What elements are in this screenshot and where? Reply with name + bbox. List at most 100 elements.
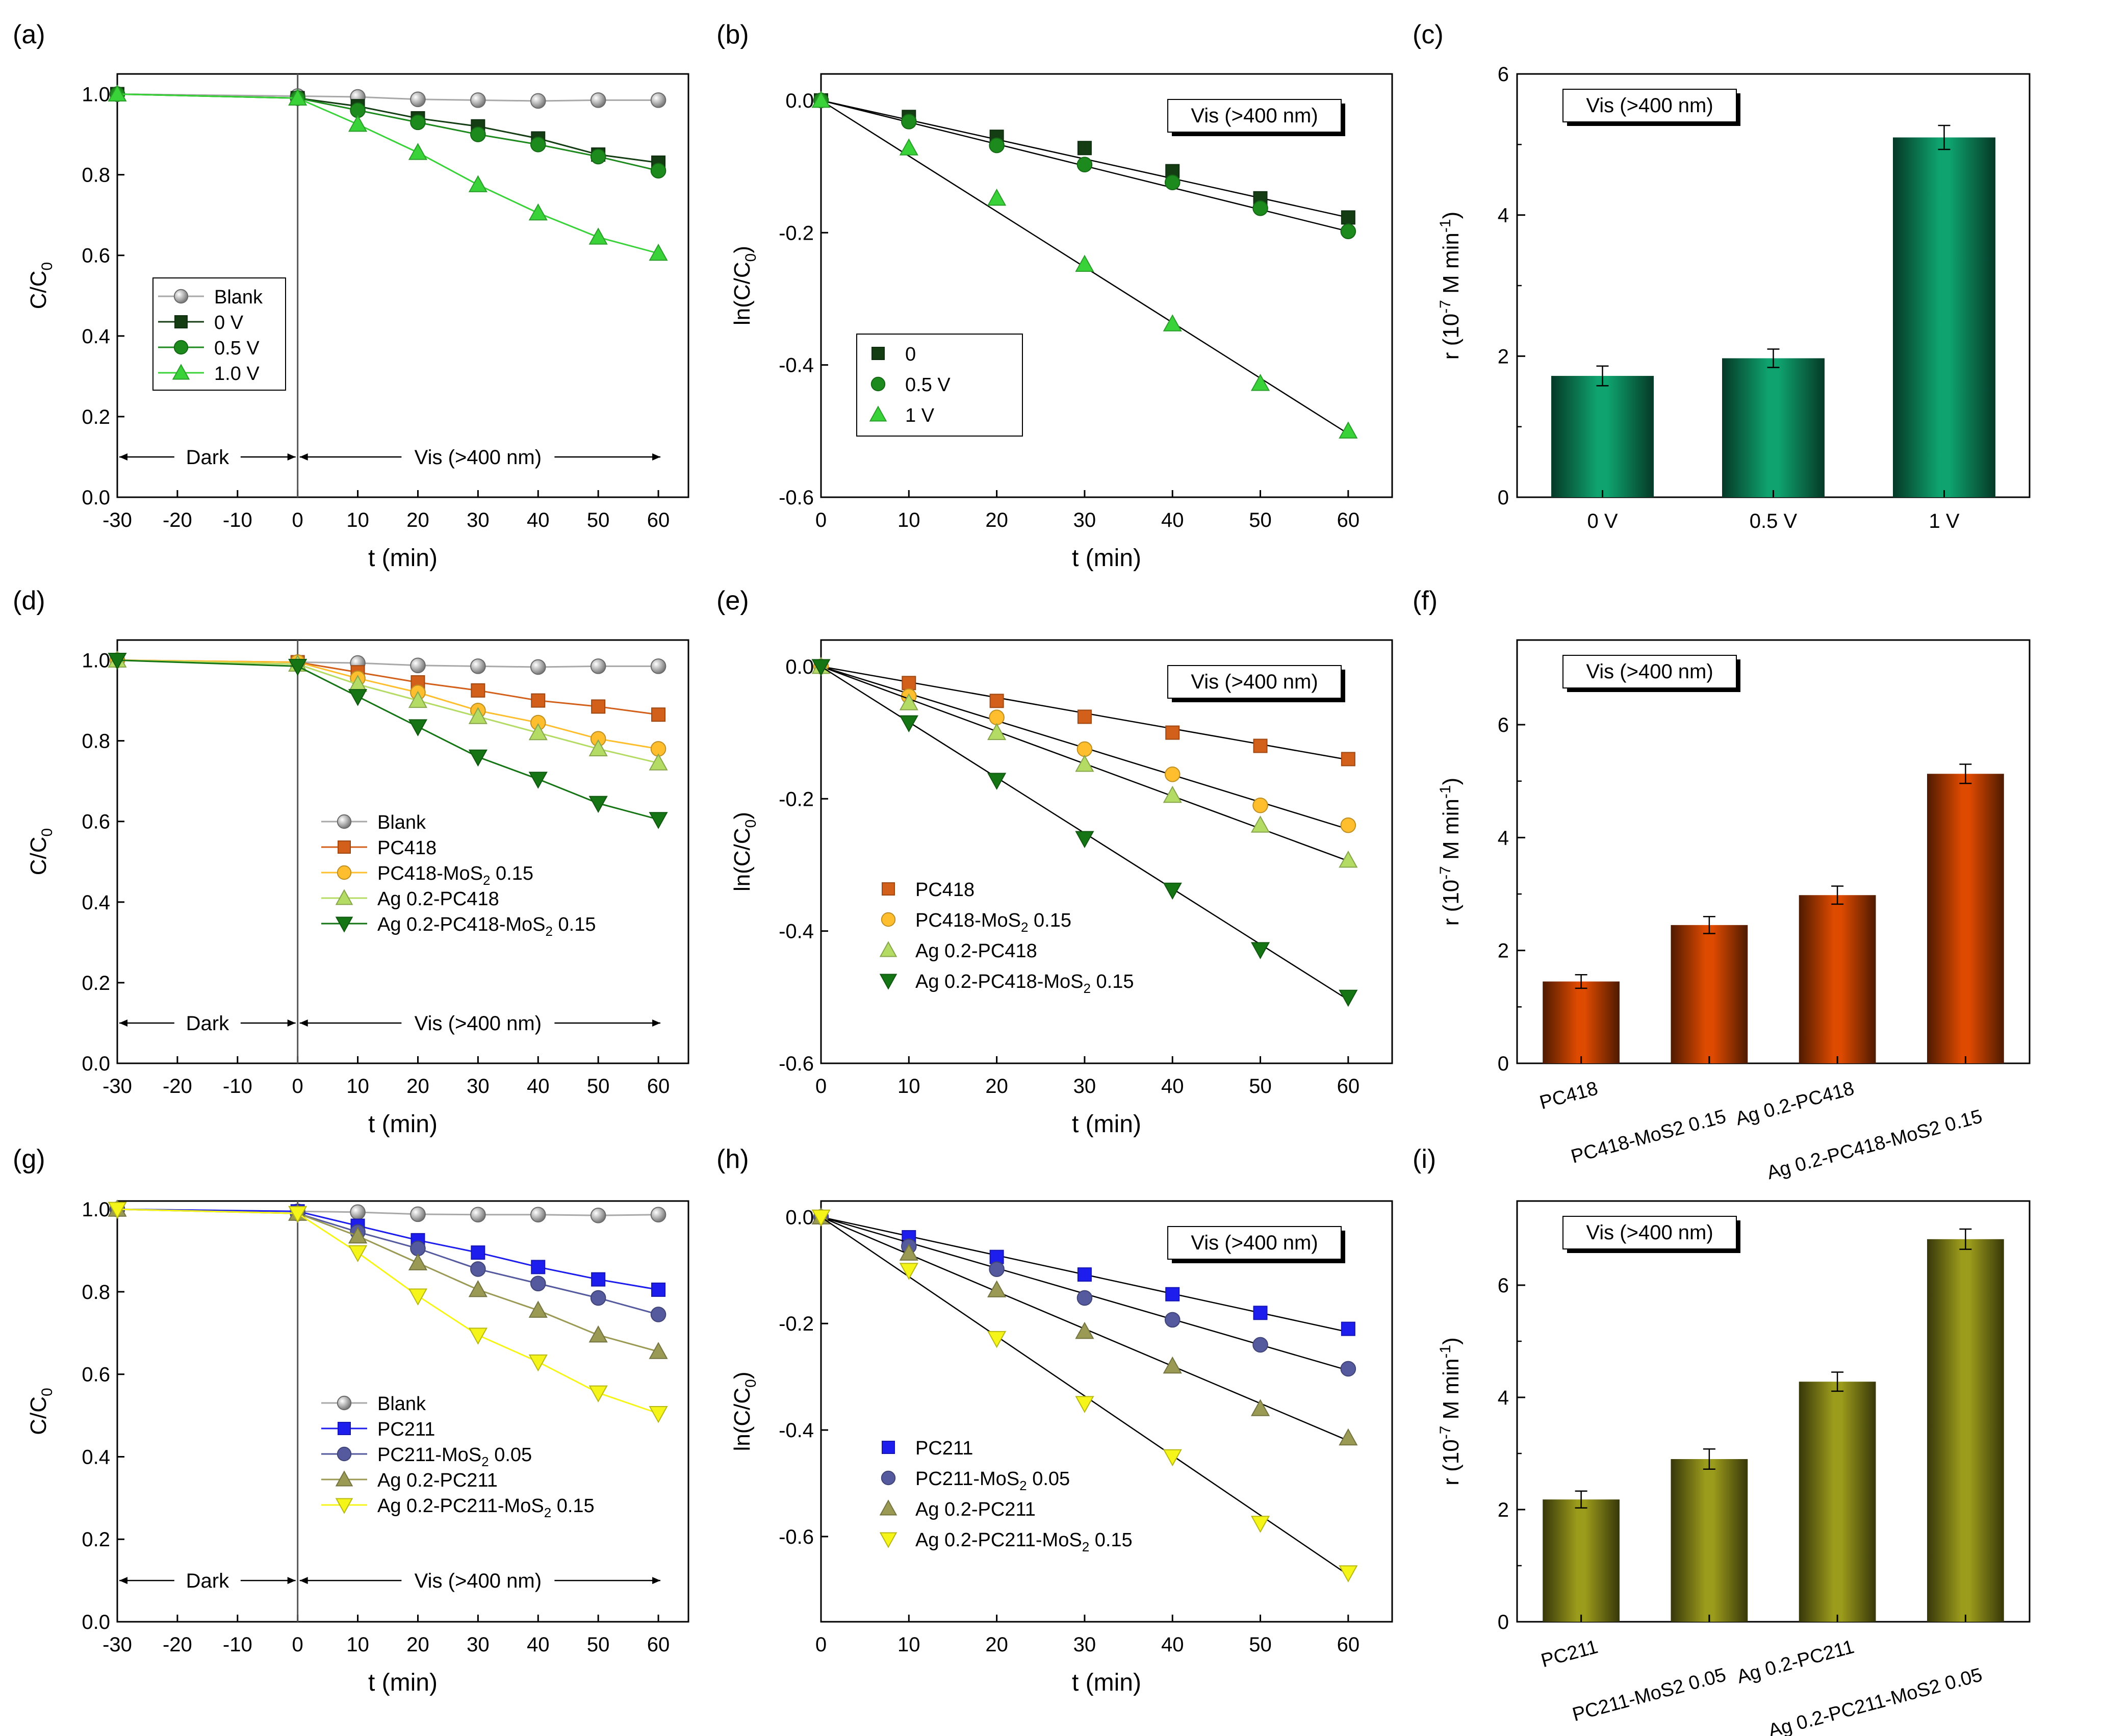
y-axis-label: C/C0 (26, 262, 56, 309)
data-point (1339, 1565, 1358, 1582)
data-point (811, 659, 831, 676)
x-tick-label: 20 (985, 1075, 1008, 1097)
data-point (649, 753, 668, 771)
legend-label: 0.5 V (905, 374, 951, 396)
legend-marker (335, 916, 353, 933)
panel-label: (f) (1413, 586, 1438, 616)
legend-marker (337, 1446, 352, 1462)
data-point (288, 1206, 307, 1223)
data-point (410, 114, 426, 131)
x-tick-label: 40 (527, 1075, 550, 1097)
y-axis-label: ln(C/C0) (730, 1371, 759, 1451)
y-tick-label: 0.8 (82, 164, 110, 187)
annotation-text: Vis (>400 nm) (1586, 1221, 1713, 1244)
x-tick-label: 20 (406, 509, 429, 531)
data-point (410, 657, 426, 674)
x-tick-label: 0 (815, 1633, 827, 1656)
x-tick-label: 0 (292, 1075, 303, 1097)
legend-marker (174, 315, 188, 328)
legend-label: PC418-MoS2 0.15 (915, 910, 1071, 935)
annotation-text: Vis (>400 nm) (1586, 94, 1713, 117)
data-point (528, 203, 548, 221)
y-tick-label: 6 (1498, 63, 1509, 86)
panel-i: (i) 0 2 4 6 r (10-7 M min-1) Vis (>400 nm) PC21… (1413, 1144, 2031, 1736)
data-point (987, 1280, 1007, 1297)
annotation-box (1167, 1226, 1342, 1260)
y-tick-label: 0.0 (82, 487, 110, 509)
data-point (987, 723, 1007, 741)
series-line (117, 93, 659, 172)
dark-arrow-head (287, 1577, 296, 1585)
y-tick-label: 0.0 (785, 90, 814, 112)
data-point (410, 1206, 426, 1222)
plot-frame (820, 1200, 1393, 1623)
x-tick-label: PC418 (1537, 1078, 1600, 1114)
data-point (1339, 1428, 1358, 1446)
legend-label: 0 V (214, 312, 244, 334)
data-point (1341, 752, 1355, 767)
data-point (528, 772, 548, 789)
data-point (408, 719, 428, 736)
data-point (288, 658, 307, 676)
data-point (468, 175, 488, 192)
data-point (651, 707, 666, 722)
data-point (590, 92, 606, 108)
data-point (650, 658, 666, 674)
annotation-text: Vis (>400 nm) (1191, 671, 1318, 693)
legend-marker (337, 865, 352, 880)
y-tick-label: 0.2 (82, 1528, 110, 1551)
series-line (117, 1208, 659, 1352)
data-point (1164, 1312, 1181, 1328)
y-tick-label: 6 (1498, 1274, 1509, 1297)
data-point (1253, 738, 1268, 753)
data-point (987, 1331, 1007, 1348)
data-point (1075, 254, 1094, 272)
annotation-box (1562, 655, 1737, 688)
annotation-box (1562, 1216, 1737, 1249)
legend-label: Ag 0.2-PC211-MoS2 0.15 (915, 1529, 1133, 1554)
data-point (1340, 1361, 1356, 1377)
y-axis-label: ln(C/C0) (730, 812, 759, 891)
data-point (408, 143, 428, 160)
series-line (117, 1208, 659, 1414)
data-point (1165, 1287, 1180, 1301)
x-tick-label: 20 (985, 1633, 1008, 1656)
x-tick-label: 20 (985, 509, 1008, 531)
x-tick-label: Ag 0.2-PC211-MoS2 0.05 (1766, 1664, 1984, 1736)
y-tick-label: 0.0 (785, 1206, 814, 1229)
data-point (1341, 210, 1355, 225)
x-tick-label: -20 (163, 1633, 192, 1656)
x-tick-label: 20 (406, 1633, 429, 1656)
x-tick-label: -30 (102, 509, 132, 531)
data-point (470, 658, 486, 674)
bar (1799, 1382, 1876, 1622)
x-tick-label: 20 (406, 1075, 429, 1097)
y-tick-label: 0.6 (82, 245, 110, 267)
panel-f: (f) 0 2 4 6 r (10-7 M min-1) Vis (>400 nm) PC41… (1413, 586, 2031, 1184)
legend-marker (172, 364, 190, 380)
legend-label: Ag 0.2-PC211 (377, 1470, 498, 1491)
legend-marker (870, 376, 886, 392)
panel-b: (b) 0 10 20 30 40 50 60 0.0 -0.2 -0.4 -0.6 t (min) ln… (716, 20, 1393, 572)
legend-label: Ag 0.2-PC418 (377, 888, 499, 910)
legend-label: Blank (214, 287, 263, 308)
dark-label: Dark (186, 1012, 229, 1035)
y-axis-label: r (10-7 M min-1) (1437, 1337, 1464, 1486)
panel-label: (g) (13, 1144, 45, 1174)
x-axis-label: t (min) (368, 1669, 438, 1696)
dark-label: Dark (186, 1570, 229, 1592)
x-tick-label: 10 (897, 509, 920, 531)
panel-label: (h) (716, 1144, 749, 1174)
series-line (117, 93, 659, 254)
legend-label: PC211 (915, 1438, 973, 1459)
y-tick-label: 1.0 (82, 1198, 110, 1221)
y-tick-label: -0.2 (779, 1313, 814, 1335)
data-point (1076, 1290, 1093, 1306)
legend-marker (337, 1395, 352, 1411)
legend-label: PC211-MoS2 0.05 (377, 1444, 532, 1469)
plot-frame (1516, 1200, 2031, 1623)
panel-d: (d) -30 -20 -10 0 10 20 30 40 50 60 0.0 0.2 0.4 0.6 0.8… (13, 586, 689, 1138)
y-axis-label: r (10-7 M min-1) (1437, 212, 1464, 360)
x-tick-label: 10 (897, 1633, 920, 1656)
series-line (117, 1208, 659, 1291)
